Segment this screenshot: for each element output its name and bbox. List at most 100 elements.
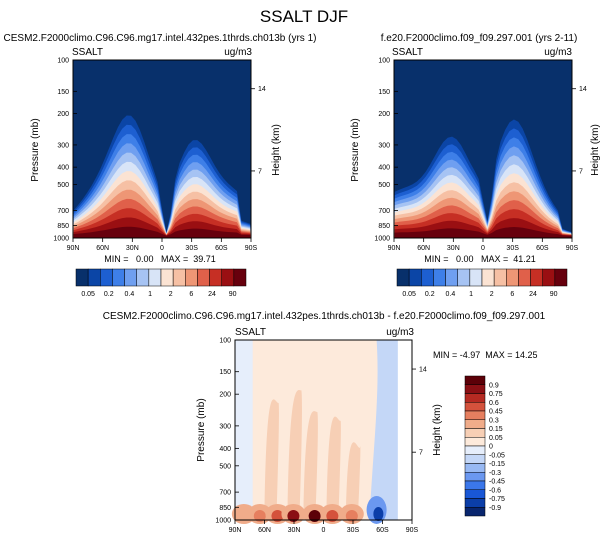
- panel-diff-missing: [397, 340, 412, 520]
- panel-diff-ytick-label: 850: [219, 505, 231, 512]
- panel-diff-xtick-label: 0: [322, 527, 326, 534]
- panel-left-colorbar-box: [148, 268, 162, 287]
- panel-right-xtick-label: 60S: [536, 245, 549, 252]
- panel-diff-colorbar-box: [464, 445, 486, 455]
- panel-diff-surface-core: [287, 510, 300, 522]
- panel-diff-colorbar-label: 0: [489, 444, 493, 451]
- panel-right-colorbar-label: 0.2: [425, 291, 435, 298]
- panel-right-ytick-label: 400: [378, 165, 390, 172]
- panel-right-colorbar-box: [481, 268, 495, 287]
- panel-left-xtick-label: 0: [160, 245, 164, 252]
- panel-left-colorbar-label: 0.4: [125, 291, 135, 298]
- panel-diff-rtick-label: 7: [419, 450, 423, 457]
- panel-diff-band-leftblue: [235, 340, 253, 520]
- panel-diff-surface-core: [271, 510, 284, 522]
- panel-diff-colorbar-box: [464, 472, 486, 482]
- panel-diff-colorbar-label: 0.05: [489, 435, 503, 442]
- panel-right-colorbar-label: 0.4: [446, 291, 456, 298]
- panel-right-ytick-label: 850: [378, 223, 390, 230]
- panel-left-colorbar-box: [221, 268, 235, 287]
- panel-left-colorbar-box: [209, 268, 222, 287]
- panel-diff-colorbar-label: -0.75: [489, 496, 505, 503]
- panel-diff-xtick-label: 60N: [258, 527, 271, 534]
- panel-right-colorbar-label: 1: [469, 291, 473, 298]
- panel-right-xtick-label: 90S: [566, 245, 579, 252]
- panel-diff-label: SSALT: [235, 327, 266, 338]
- panel-left-colorbar-label: 24: [208, 291, 216, 298]
- panel-right-colorbar-label: 0.05: [402, 291, 416, 298]
- panel-right-colorbar-box: [554, 268, 568, 287]
- panel-diff-rtick-label: 14: [419, 367, 427, 374]
- panel-right-colorbar-label: 6: [510, 291, 514, 298]
- panel-diff-ytick-label: 300: [219, 423, 231, 430]
- panel-left-colorbar-label: 6: [189, 291, 193, 298]
- panel-right-colorbar-box: [421, 268, 434, 287]
- panel-left-rtick-label: 14: [258, 86, 266, 93]
- panel-right-colorbar-box: [433, 268, 446, 287]
- panel-diff-title: CESM2.F2000climo.C96.C96.mg17.intel.432p…: [103, 311, 546, 322]
- panel-left-colorbar-box: [87, 268, 101, 287]
- panel-diff-colorbar-label: -0.15: [489, 461, 505, 468]
- panel-left-colorbar-box: [185, 268, 198, 287]
- panel-right-rtick-label: 14: [579, 86, 587, 93]
- figure-title: SSALT DJF: [260, 7, 348, 26]
- panel-diff-xtick-label: 30S: [347, 527, 360, 534]
- panel-diff-colorbar-label: 0.9: [489, 382, 499, 389]
- panel-right-colorbar-box: [408, 268, 422, 287]
- panel-right-band-13: [394, 227, 572, 238]
- panel-right-colorbar-box: [506, 268, 519, 287]
- panel-diff-units: ug/m3: [386, 327, 414, 338]
- panel-left-colorbar-box: [100, 268, 113, 287]
- panel-left-xtick-label: 30N: [126, 245, 139, 252]
- panel-diff-ytick-label: 400: [219, 446, 231, 453]
- panel-diff-colorbar-label: -0.45: [489, 479, 505, 486]
- panel-right-ylabel: Pressure (mb): [350, 118, 361, 181]
- panel-left-ytick-label: 400: [57, 165, 69, 172]
- panel-left-xtick-label: 90N: [67, 245, 80, 252]
- panel-left-colorbar-box: [233, 268, 247, 287]
- panel-left-xtick-label: 60S: [215, 245, 228, 252]
- panel-diff-colorbar-box: [464, 393, 486, 403]
- panel-left-ytick-label: 200: [57, 111, 69, 118]
- panel-right-label: SSALT: [392, 47, 423, 58]
- panel-right-colorbar-box: [445, 268, 458, 287]
- panel-left-ytick-label: 500: [57, 182, 69, 189]
- panel-diff-ytick-label: 1000: [215, 518, 231, 525]
- panel-right-colorbar-box: [518, 268, 531, 287]
- panel-right-xtick-label: 60N: [417, 245, 430, 252]
- panel-left-colorbar-label: 1: [148, 291, 152, 298]
- panel-diff-colorbar-box: [464, 498, 486, 508]
- panel-right-colorbar-label: 2: [490, 291, 494, 298]
- panel-left-title: CESM2.F2000climo.C96.C96.mg17.intel.432p…: [4, 33, 317, 44]
- panel-diff-colorbar-box: [464, 454, 486, 464]
- panel-diff-surface-core: [237, 510, 250, 522]
- panel-left-colorbar-label: 2: [169, 291, 173, 298]
- panel-diff-colorbar-box: [464, 437, 486, 447]
- panel-diff-ylabel: Pressure (mb): [196, 398, 207, 461]
- panel-left: CESM2.F2000climo.C96.C96.mg17.intel.432p…: [4, 33, 317, 298]
- panel-diff-surface-core: [326, 510, 339, 522]
- panel-diff-colorbar-box: [464, 375, 486, 385]
- panel-diff-streak: [264, 399, 279, 520]
- panel-diff-colorbar-label: 0.6: [489, 400, 499, 407]
- panel-diff-xtick-label: 30N: [288, 527, 301, 534]
- panel-left-xtick-label: 60N: [96, 245, 109, 252]
- panel-right-ytick-label: 300: [378, 142, 390, 149]
- panel-diff-neg-core: [373, 507, 384, 521]
- panel-right-colorbar-label: 90: [550, 291, 558, 298]
- panel-left-ytick-label: 1000: [53, 236, 69, 243]
- panel-right-units: ug/m3: [544, 47, 572, 58]
- panel-left-ytick-label: 300: [57, 142, 69, 149]
- panel-right-xtick-label: 30S: [506, 245, 519, 252]
- panel-right-colorbar-box: [493, 268, 507, 287]
- panel-right-colorbar-box: [469, 268, 483, 287]
- panel-right-colorbar-box: [530, 268, 543, 287]
- panel-left-rtick-label: 7: [258, 168, 262, 175]
- panel-diff-colorbar-box: [464, 428, 486, 438]
- panel-diff-colorbar-box: [464, 384, 486, 394]
- panel-left-colorbar-label: 90: [229, 291, 237, 298]
- panel-right-xtick-label: 30N: [447, 245, 460, 252]
- panel-diff-xtick-label: 60S: [376, 527, 389, 534]
- panel-right-colorbar-label: 24: [529, 291, 537, 298]
